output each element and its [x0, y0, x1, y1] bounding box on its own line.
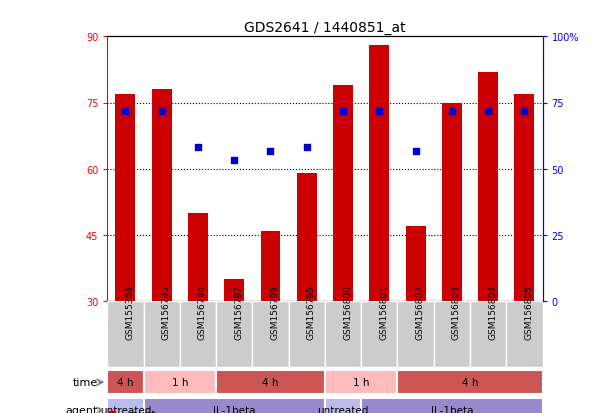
Text: IL-1beta: IL-1beta: [430, 405, 473, 413]
Point: [411, 148, 421, 155]
Text: 1 h: 1 h: [353, 377, 370, 387]
FancyBboxPatch shape: [143, 301, 180, 368]
FancyBboxPatch shape: [216, 370, 325, 394]
Text: GSM156800: GSM156800: [343, 284, 352, 339]
Text: 4 h: 4 h: [117, 377, 134, 387]
Text: IL-1beta: IL-1beta: [213, 405, 256, 413]
Text: agent: agent: [66, 405, 98, 413]
FancyBboxPatch shape: [325, 398, 361, 413]
Bar: [478, 72, 498, 301]
FancyBboxPatch shape: [289, 301, 325, 368]
Point: [447, 109, 457, 115]
Text: GSM156803: GSM156803: [452, 284, 461, 339]
FancyBboxPatch shape: [107, 398, 143, 413]
FancyBboxPatch shape: [325, 370, 397, 394]
FancyBboxPatch shape: [397, 301, 434, 368]
Text: GSM155304: GSM155304: [126, 284, 134, 339]
FancyBboxPatch shape: [180, 301, 216, 368]
Point: [519, 109, 529, 115]
Text: GSM156797: GSM156797: [234, 284, 243, 339]
Bar: [151, 90, 172, 301]
FancyBboxPatch shape: [325, 301, 361, 368]
Text: untreated: untreated: [318, 405, 368, 413]
FancyBboxPatch shape: [361, 398, 543, 413]
Text: 4 h: 4 h: [462, 377, 478, 387]
Text: time: time: [73, 377, 98, 387]
Text: 4 h: 4 h: [262, 377, 279, 387]
Point: [375, 109, 384, 115]
FancyBboxPatch shape: [107, 301, 143, 368]
FancyBboxPatch shape: [107, 370, 143, 394]
Point: [157, 109, 167, 115]
Bar: [369, 46, 389, 301]
Text: GSM156796: GSM156796: [198, 284, 207, 339]
Bar: [297, 174, 317, 301]
Text: GSM156802: GSM156802: [416, 284, 425, 339]
Point: [302, 144, 311, 151]
Bar: [115, 95, 135, 301]
FancyBboxPatch shape: [397, 370, 543, 394]
Text: GSM156801: GSM156801: [379, 284, 388, 339]
FancyBboxPatch shape: [434, 301, 470, 368]
Bar: [333, 85, 353, 301]
FancyBboxPatch shape: [216, 301, 253, 368]
FancyBboxPatch shape: [470, 301, 506, 368]
Text: 1 h: 1 h: [172, 377, 188, 387]
Text: GSM156795: GSM156795: [162, 284, 170, 339]
Bar: [442, 103, 462, 301]
Point: [121, 109, 131, 115]
Point: [229, 157, 239, 164]
Point: [338, 109, 348, 115]
Bar: [514, 95, 535, 301]
FancyBboxPatch shape: [506, 301, 543, 368]
FancyBboxPatch shape: [361, 301, 397, 368]
Text: GSM156799: GSM156799: [306, 284, 316, 339]
FancyBboxPatch shape: [143, 398, 325, 413]
Text: GSM156805: GSM156805: [524, 284, 533, 339]
Bar: [261, 231, 281, 301]
Point: [265, 148, 275, 155]
Bar: [224, 280, 244, 301]
Bar: [406, 227, 425, 301]
FancyBboxPatch shape: [253, 301, 289, 368]
Text: untreated: untreated: [100, 405, 151, 413]
FancyBboxPatch shape: [143, 370, 216, 394]
Point: [193, 144, 203, 151]
Bar: [188, 214, 208, 301]
Text: GSM156804: GSM156804: [488, 284, 497, 339]
Title: GDS2641 / 1440851_at: GDS2641 / 1440851_at: [244, 21, 406, 35]
Text: count: count: [127, 409, 156, 413]
Point: [483, 109, 493, 115]
Text: GSM156798: GSM156798: [270, 284, 280, 339]
